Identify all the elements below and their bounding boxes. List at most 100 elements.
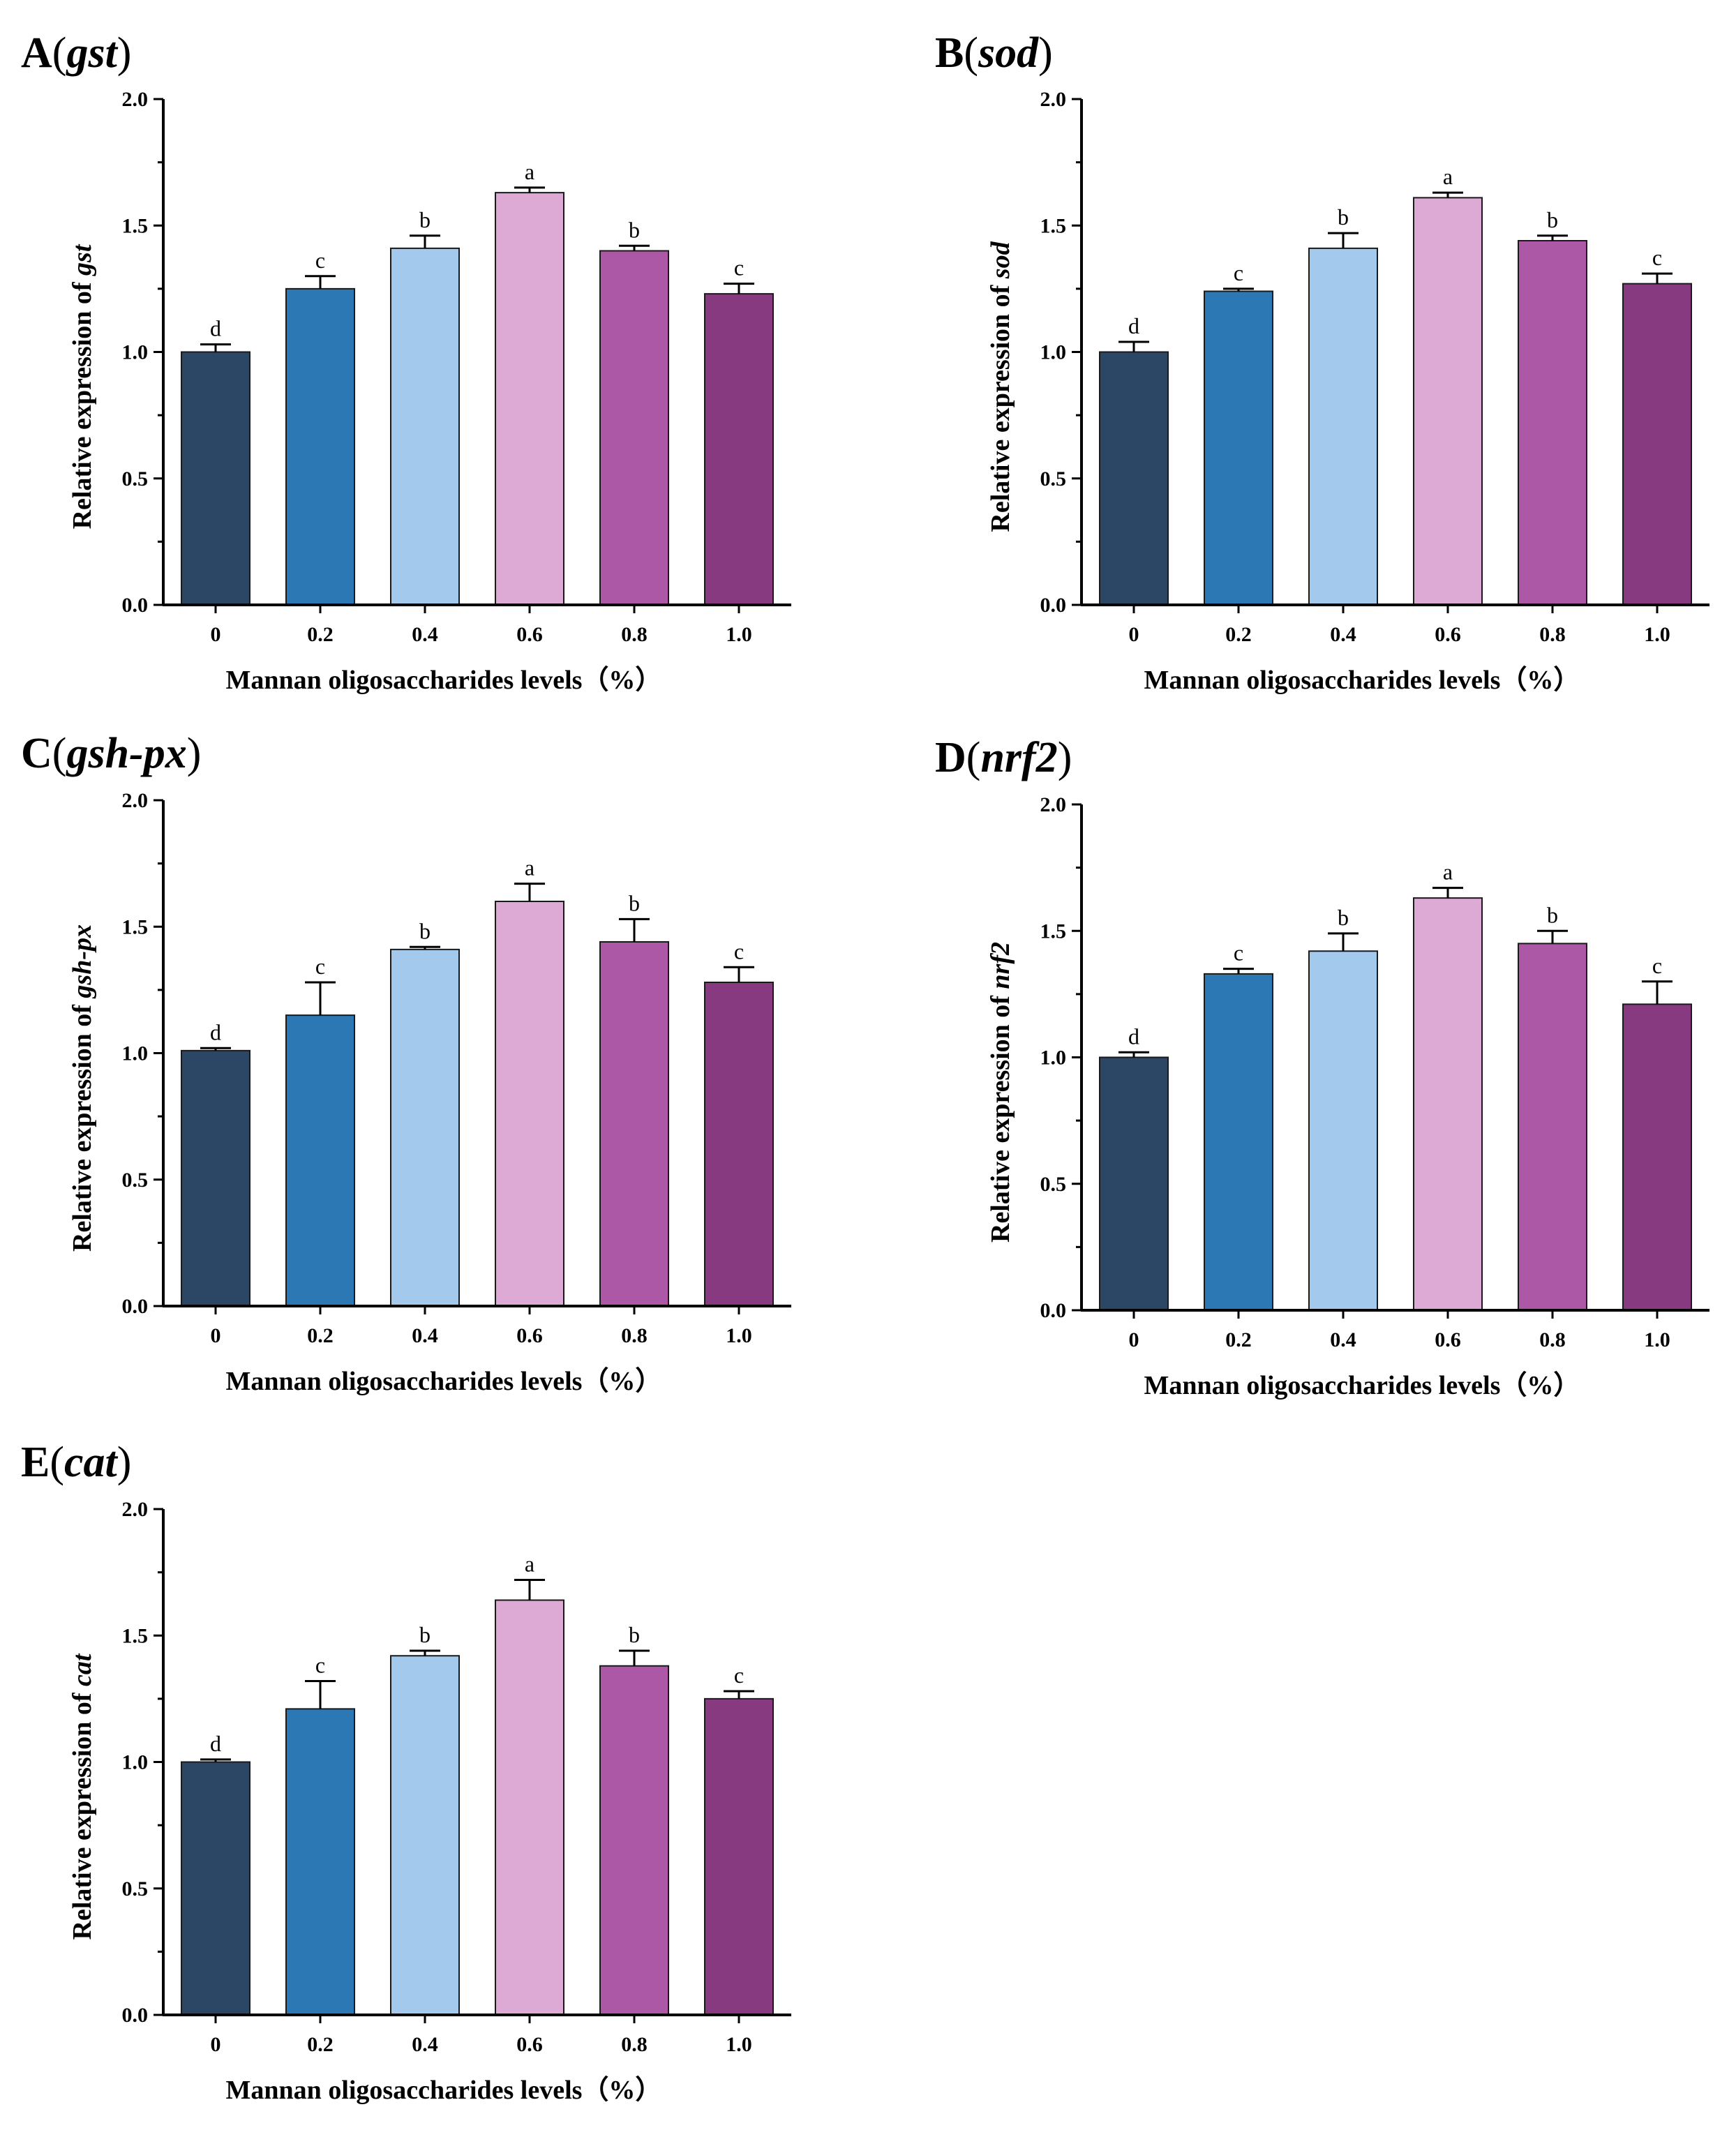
bar [285,1708,355,2016]
y-tick-label: 1.0 [122,1042,149,1065]
bar [495,192,564,606]
panel-title-paren-close: ) [1038,29,1053,77]
x-tick-label: 0.8 [1539,623,1566,646]
significance-letter: c [734,255,744,280]
significance-letter: d [210,1019,221,1044]
significance-letter: d [210,1731,221,1756]
y-tick-label: 1.5 [1040,214,1067,237]
x-tick-label: 0.2 [1225,623,1252,646]
significance-letter: d [1128,313,1139,338]
y-axis-label: Relative expression of cat [68,1653,97,1940]
bar [1204,973,1273,1311]
y-axis-label: Relative expression of gst [68,243,97,529]
bar [1308,247,1378,606]
significance-letter: c [1234,940,1243,966]
x-tick-label: 0 [211,1324,221,1347]
significance-letter: d [210,316,221,341]
x-tick-label: 0 [1129,623,1139,646]
panel-title: E(cat) [21,1439,131,1486]
significance-letter: a [525,1552,534,1577]
y-tick-label: 1.5 [122,1624,149,1647]
significance-letter: c [315,248,325,273]
x-tick-label: 0.4 [412,623,438,646]
significance-letter: a [525,855,534,880]
y-axis-label-gene: cat [68,1653,97,1686]
significance-letter: c [1652,953,1662,978]
x-tick-label: 0 [211,2033,221,2056]
bar [285,287,355,606]
significance-letter: b [1338,905,1349,930]
x-axis-label: Mannan oligosaccharides levels（%） [226,666,662,695]
panel-letter: B [935,29,964,77]
x-tick-label: 0.8 [621,623,648,646]
x-axis-label: Mannan oligosaccharides levels（%） [1144,1371,1580,1400]
bar [599,250,669,606]
bar [1099,1056,1169,1311]
panel-title-paren-close: ) [117,1439,132,1486]
significance-letter: d [1128,1023,1139,1049]
bar [1518,240,1587,606]
y-tick-label: 1.5 [122,915,149,938]
panel-gene: cat [64,1439,119,1486]
significance-letter: a [525,159,534,184]
y-axis-label: Relative expression of nrf2 [986,942,1015,1243]
bar [495,901,564,1307]
y-tick-label: 2.0 [1040,88,1067,111]
y-axis-label-prefix: Relative expression of [986,278,1015,532]
x-tick-label: 0.4 [412,2033,438,2056]
significance-letter: b [1547,902,1558,927]
panel-gene: sod [978,29,1039,77]
significance-letter: b [419,918,431,943]
bar [390,247,460,606]
panel-title: C(gsh-px) [21,730,201,777]
y-tick-label: 0.0 [1040,1299,1067,1322]
x-tick-label: 0.6 [516,2033,543,2056]
bar [390,1655,460,2016]
panel-title: D(nrf2) [935,734,1072,781]
bar [1622,283,1692,606]
y-axis-label-gene: sod [986,241,1015,279]
x-tick-label: 1.0 [1644,623,1670,646]
significance-letter: b [1547,207,1558,232]
significance-letter: c [734,938,744,963]
significance-letter: c [1652,245,1662,270]
x-tick-label: 1.0 [726,1324,752,1347]
panel-title-paren-open: ( [52,29,67,77]
significance-letter: c [315,954,325,979]
x-tick-label: 0.6 [1435,623,1461,646]
significance-letter: c [315,1653,325,1678]
x-tick-label: 0.4 [1330,623,1356,646]
significance-letter: b [419,1622,431,1647]
panel-letter: D [935,734,966,781]
bar [704,982,774,1307]
panel-title-paren-close: ) [1058,734,1072,781]
bar [599,1665,669,2016]
x-tick-label: 0 [211,623,221,646]
panel-letter: C [21,730,52,777]
bar [495,1599,564,2016]
x-axis-label: Mannan oligosaccharides levels（%） [226,1367,662,1396]
y-tick-label: 1.0 [122,341,149,364]
x-axis-label: Mannan oligosaccharides levels（%） [226,2076,662,2105]
panel-title-paren-close: ) [117,29,132,77]
x-tick-label: 0.2 [1225,1328,1252,1351]
significance-letter: b [629,217,640,242]
x-tick-label: 0.2 [307,2033,334,2056]
y-tick-label: 1.5 [1040,920,1067,943]
panel-title-paren-close: ) [187,730,202,777]
y-tick-label: 0.5 [122,467,149,490]
y-axis-label-gene: gsh-px [68,924,97,999]
y-tick-label: 0.0 [122,1295,149,1318]
x-tick-label: 1.0 [1644,1328,1670,1351]
bar [704,1697,774,2016]
y-tick-label: 0.5 [122,1877,149,1900]
y-tick-label: 0.0 [1040,594,1067,617]
bar [1518,943,1587,1311]
x-tick-label: 0.2 [307,1324,334,1347]
bar [1413,197,1483,606]
y-tick-label: 0.5 [122,1169,149,1192]
